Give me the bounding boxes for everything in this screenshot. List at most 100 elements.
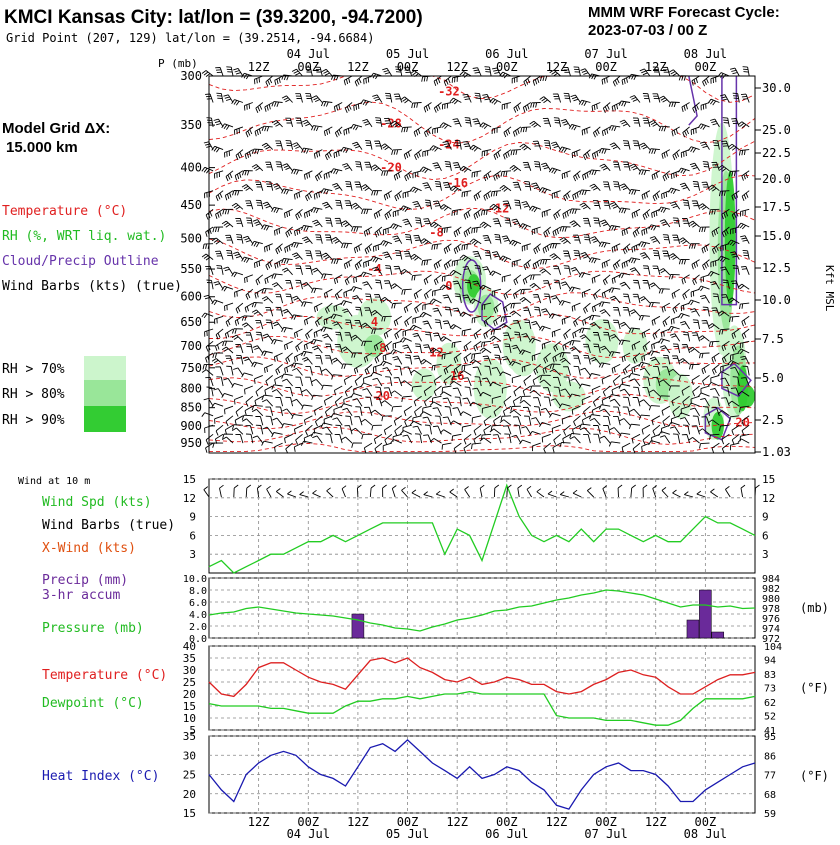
wind-barb-278 <box>305 365 313 376</box>
wind-barb-730 <box>479 122 492 130</box>
wind-barb-1417 <box>741 315 750 327</box>
wind-barb-831 <box>511 434 522 444</box>
wind-barb-1134 <box>632 352 641 364</box>
wind-barb-397 <box>351 226 363 232</box>
wind-barb-428 <box>365 293 373 304</box>
wind-barb-902 <box>539 374 551 381</box>
wind-barb-871 <box>533 306 542 317</box>
wind-barb-194 <box>275 293 284 304</box>
wind-barb-380 <box>341 346 353 354</box>
wind-barb-203 <box>275 396 284 407</box>
wind-barb-206 <box>271 432 283 438</box>
wind-barb-48 <box>214 415 224 424</box>
wind-barb-58 <box>222 208 234 215</box>
wind-barb-814 <box>509 239 522 247</box>
wind-barb-228 <box>285 386 294 397</box>
wind-barb-1402 <box>731 433 740 445</box>
wind-barb-245 <box>295 279 303 290</box>
wind-barb-1028 <box>589 322 601 330</box>
wind-barb-574 <box>423 126 432 138</box>
wind-barb-59 <box>221 220 234 228</box>
press-right-tick-1: 982 <box>762 584 780 595</box>
wind-barb-488 <box>383 387 393 397</box>
wind-barb-598 <box>433 75 442 86</box>
wind-barb-1086 <box>608 394 621 400</box>
wind-barb-1126 <box>631 243 641 253</box>
wind-barb-512 <box>395 365 403 376</box>
wind-barb-1339 <box>711 307 720 317</box>
wind-barb-1185 <box>651 340 661 350</box>
wind-barb-1306 <box>698 203 710 210</box>
wind-barb-178 <box>265 406 274 416</box>
wind-barb-721 <box>474 376 482 387</box>
wind-barb-576 <box>419 166 432 174</box>
wind-barb-259 <box>293 442 303 452</box>
wind-barb-962 <box>573 66 581 77</box>
wind-barb-1381 <box>727 143 740 151</box>
wind-barb-1252 <box>678 167 690 175</box>
precip-frame <box>208 577 756 639</box>
wind-barb-1394 <box>730 352 740 361</box>
wind-barb-367 <box>340 146 353 154</box>
wind-barb-602 <box>432 162 442 172</box>
wind-barb-870 <box>532 294 542 304</box>
wind-barb-408 <box>354 375 363 386</box>
wind-barb-872 <box>531 320 542 330</box>
wind-barb-711 <box>472 250 482 260</box>
wind-barb-944 <box>559 237 571 245</box>
precip-bar-1 <box>686 619 700 639</box>
wind-barb-1224 <box>671 126 680 137</box>
wind-barb-274 <box>305 328 313 340</box>
pressure-line <box>208 589 756 632</box>
wind-barb-977 <box>569 340 581 346</box>
wind-barb-1429 <box>737 438 750 444</box>
heat-left-tick-2: 25 <box>183 769 196 782</box>
wind-barb-1264 <box>681 344 691 354</box>
wind-barb-923 <box>548 313 561 319</box>
legend-xwind: X-Wind (kts) <box>42 541 136 556</box>
wind-barb-947 <box>560 281 571 290</box>
wind-barb-485 <box>380 360 392 367</box>
wind-barb-1152 <box>638 241 651 248</box>
wind-barb-771 <box>494 354 502 365</box>
wind-barb-1194 <box>651 433 661 443</box>
wind-barb-39 <box>214 315 224 325</box>
wind-barb-513 <box>393 377 403 387</box>
wind-barb-1013 <box>583 433 591 444</box>
temp-left-tick-7: 5 <box>189 724 196 737</box>
wind-barb-839 <box>519 223 531 230</box>
wind-barb-143 <box>251 309 264 317</box>
wind-barb-1012 <box>579 427 591 435</box>
wind-barb-908 <box>541 433 551 443</box>
pressure-label-4: 500 <box>180 232 202 246</box>
wind-barb-1398 <box>730 387 740 397</box>
sfc-wind-barb-9 <box>312 489 321 498</box>
wind-barb-441 <box>363 442 373 453</box>
wind-barb-640 <box>441 352 452 360</box>
temp-left-tick-0: 40 <box>183 640 196 653</box>
wind-barb-508 <box>394 328 403 340</box>
wind-barb-1203 <box>659 219 671 228</box>
wind-barb-214 <box>283 208 293 219</box>
heat-left-tick-3: 20 <box>183 788 196 801</box>
wind-barb-926 <box>552 352 561 363</box>
wind-barb-388 <box>344 425 353 435</box>
temp-right-tick-6: 41 <box>764 726 776 737</box>
wind-barb-635 <box>439 284 452 291</box>
wind-barb-31 <box>215 190 224 202</box>
wind-barb-516 <box>393 415 403 426</box>
wind-barb-1094 <box>619 119 631 128</box>
wind-barb-69 <box>225 355 234 365</box>
wind-barb-930 <box>553 386 562 397</box>
wind-barb-585 <box>419 311 432 318</box>
wind-barb-251 <box>291 362 303 368</box>
wind-barb-1144 <box>639 68 651 77</box>
wind-barb-735 <box>479 221 492 229</box>
top-hour-label-5: 00Z <box>496 60 518 74</box>
wind-barb-234 <box>291 68 303 77</box>
wind-barb-1330 <box>711 161 720 171</box>
bottom-day-label-3: 07 Jul <box>584 827 627 840</box>
wind-barb-517 <box>394 424 403 436</box>
wind-barb-1367 <box>721 340 730 352</box>
wind-barb-1346 <box>710 387 720 397</box>
